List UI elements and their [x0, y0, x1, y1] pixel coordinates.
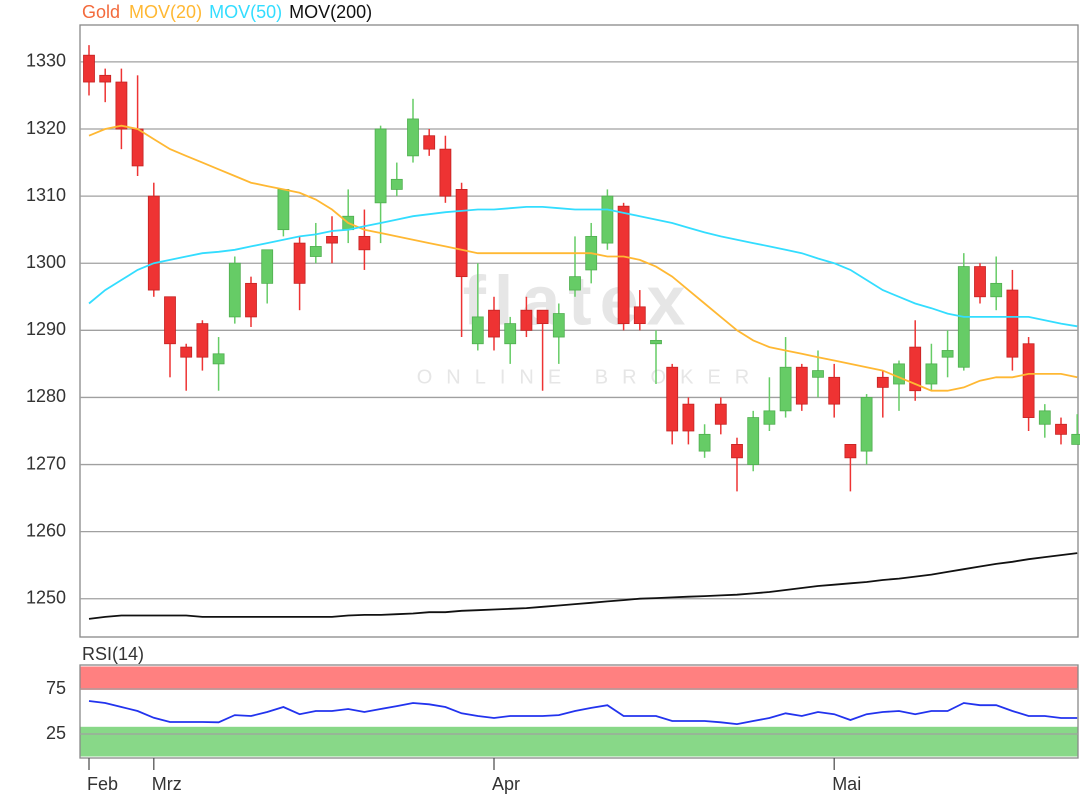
candle-body: [1071, 433, 1080, 445]
legend-entry: MOV(200): [289, 2, 372, 22]
legend-entry: MOV(50): [209, 2, 282, 22]
candle-body: [941, 350, 954, 358]
candle-body: [147, 195, 160, 291]
candle-body: [795, 366, 808, 405]
legend-entry: Gold: [82, 2, 120, 22]
candle-body: [698, 433, 711, 452]
candle-body: [650, 339, 662, 345]
candle-body: [844, 444, 857, 459]
rsi-zone: [80, 666, 1078, 690]
line-series: [88, 552, 1078, 620]
x-tick-label: Feb: [87, 774, 118, 794]
legend-entry: MOV(20): [129, 2, 202, 22]
rsi-zone: [80, 726, 1078, 757]
candle-body: [407, 118, 419, 157]
candle-body: [552, 313, 565, 338]
candle-body: [714, 403, 727, 425]
watermark: ONLINE BROKER: [417, 366, 763, 388]
candle-body: [228, 262, 241, 318]
candle-body: [682, 403, 695, 432]
candle-body: [504, 323, 517, 345]
line-series: [88, 700, 1078, 726]
candle-body: [390, 178, 403, 190]
rsi-title: RSI(14): [82, 644, 144, 664]
candle-body: [455, 189, 468, 278]
candle-body: [164, 296, 176, 345]
candle-body: [261, 249, 274, 284]
candle-body: [990, 282, 1003, 298]
candle-body: [860, 397, 873, 452]
y-tick-label: 1270: [26, 453, 66, 473]
x-tick-label: Mrz: [152, 774, 182, 794]
candle-body: [212, 353, 225, 365]
candle-body: [1022, 343, 1035, 418]
candle-body: [731, 444, 743, 459]
candle-body: [909, 346, 922, 392]
y-tick-label: 1290: [26, 319, 66, 339]
plot-area: [79, 24, 1079, 638]
candle-body: [180, 346, 193, 358]
candle-body: [488, 309, 500, 338]
x-tick-label: Apr: [492, 774, 520, 794]
line-series: [88, 206, 1078, 328]
candle-body: [326, 235, 338, 244]
candle-body: [601, 195, 614, 244]
x-tick-label: Mai: [832, 774, 861, 794]
candle-body: [439, 148, 452, 197]
candle-body: [747, 417, 760, 465]
y-tick-label: 1300: [26, 252, 66, 272]
y-tick-label: 1310: [26, 185, 66, 205]
candle-body: [471, 316, 484, 345]
y-tick-label: 1320: [26, 118, 66, 138]
candle-body: [309, 246, 322, 257]
candle-body: [893, 363, 905, 385]
y-tick-label: 1280: [26, 386, 66, 406]
candle-body: [828, 376, 841, 405]
candle-body: [293, 242, 306, 284]
candle-body: [876, 376, 889, 388]
line-series: [88, 124, 1078, 392]
candle-body: [99, 74, 112, 83]
candle-body: [617, 205, 630, 325]
candle-body: [633, 306, 646, 325]
candle-body: [763, 410, 776, 425]
candle-body: [245, 282, 257, 318]
candle-body: [423, 135, 436, 150]
candle-body: [83, 54, 95, 83]
candle-body: [974, 266, 986, 298]
candle-body: [277, 189, 290, 231]
candle-body: [115, 81, 128, 130]
candle-body: [1006, 289, 1019, 358]
candle-body: [1038, 410, 1051, 425]
candle-body: [520, 309, 533, 331]
candle-body: [666, 366, 679, 432]
candle-body: [779, 366, 792, 412]
candle-body: [196, 323, 209, 358]
candle-body: [536, 309, 549, 325]
candle-body: [569, 276, 581, 291]
candle-body: [131, 128, 144, 167]
rsi-plot-area: [79, 664, 1079, 759]
legend: Gold MOV(20) MOV(50) MOV(200): [82, 2, 372, 22]
y-tick-label: 1250: [26, 588, 66, 608]
candle-body: [1055, 423, 1067, 435]
candle-body: [812, 370, 824, 378]
y-tick-label: 25: [46, 723, 66, 743]
y-tick-label: 1330: [26, 51, 66, 71]
candle-body: [358, 235, 371, 251]
y-tick-label: 75: [46, 678, 66, 698]
y-tick-label: 1260: [26, 520, 66, 540]
candle-body: [925, 363, 938, 385]
candle-body: [374, 128, 387, 204]
